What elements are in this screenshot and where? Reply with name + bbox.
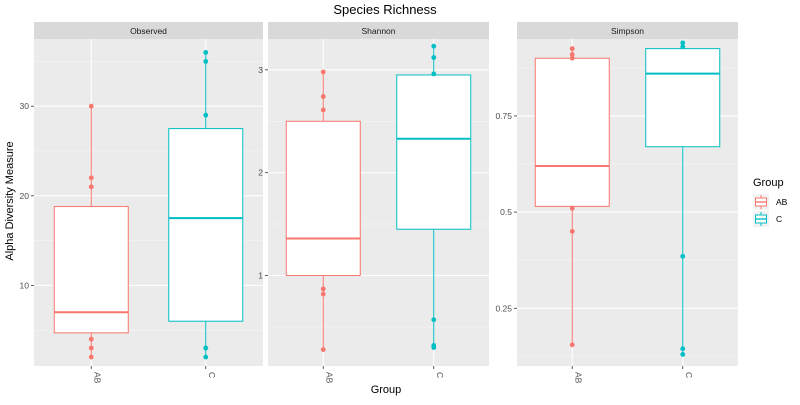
y-tick-label: 3 [258, 65, 263, 75]
y-tick-label: 0.5 [500, 207, 512, 217]
data-point [680, 346, 686, 352]
data-point [569, 205, 575, 211]
data-point [88, 354, 94, 360]
data-point [203, 50, 209, 55]
x-tick-label: AB [573, 372, 583, 384]
chart-title: Species Richness [333, 2, 437, 17]
data-point [569, 46, 575, 52]
y-tick-label: 0.25 [495, 303, 512, 313]
x-tick-label: AB [92, 372, 102, 384]
data-point [320, 94, 326, 99]
data-point [320, 291, 326, 297]
y-axis-label: Alpha Diversity Measure [4, 141, 16, 260]
data-point [320, 69, 326, 75]
legend-title: Group [753, 177, 784, 189]
data-point [88, 336, 94, 342]
data-point [431, 55, 437, 60]
box-body [396, 74, 472, 230]
facet-shannon: Shannon 1 2 3 AB C [258, 22, 489, 384]
legend-entries: AB C [753, 194, 788, 227]
data-point [431, 345, 437, 350]
data-point [88, 184, 94, 190]
data-point [569, 55, 575, 61]
data-point [88, 103, 94, 109]
facet-strip [34, 22, 263, 39]
facet-strip-label: Simpson [611, 26, 644, 36]
box-ab [534, 46, 610, 348]
x-tick-label: C [435, 372, 445, 378]
y-tick-label: 30 [20, 101, 30, 111]
y-tick-label: 0.75 [495, 111, 512, 121]
facet-strip-label: Shannon [361, 26, 395, 36]
y-tick-label: 1 [258, 271, 263, 281]
data-point [88, 175, 94, 181]
legend-entry-ab: AB [753, 194, 788, 210]
facet-strip [517, 22, 738, 39]
data-point [569, 228, 575, 234]
y-tick-label: 10 [20, 280, 30, 290]
facet-strip [268, 22, 489, 39]
data-point [680, 40, 686, 46]
data-point [320, 347, 326, 352]
data-point [680, 253, 686, 259]
box-body [645, 48, 721, 148]
legend-label: AB [776, 197, 788, 207]
box-c [168, 50, 244, 360]
box-body [534, 57, 610, 207]
box-body [285, 120, 361, 277]
box-ab [53, 103, 129, 360]
facets: Observed 10 20 30 AB C Shannon 1 2 3 AB C Simpson 0.2… [20, 22, 738, 384]
box-c [645, 40, 721, 357]
x-tick-label: C [207, 372, 217, 378]
data-point [431, 71, 437, 77]
data-point [203, 112, 209, 118]
data-point [88, 345, 94, 351]
y-tick-label: 20 [20, 191, 30, 201]
box-ab [285, 69, 361, 352]
box-c [396, 43, 472, 350]
facet-observed: Observed 10 20 30 AB C [20, 22, 263, 384]
data-point [203, 345, 209, 351]
data-point [431, 317, 437, 323]
x-tick-label: C [684, 372, 694, 378]
data-point [320, 107, 326, 113]
box-body [168, 128, 244, 322]
data-point [431, 43, 437, 49]
data-point [569, 51, 575, 57]
data-point [203, 354, 209, 360]
data-point [680, 352, 686, 357]
x-tick-label: AB [324, 372, 334, 384]
facet-strip-label: Observed [130, 26, 167, 36]
data-point [320, 286, 326, 292]
legend-label: C [776, 214, 782, 224]
facet-simpson: Simpson 0.25 0.5 0.75 AB C [495, 22, 738, 384]
data-point [569, 342, 575, 348]
x-axis-label: Group [371, 384, 402, 396]
data-point [680, 44, 686, 50]
legend-entry-c: C [753, 211, 782, 227]
box-body [53, 206, 129, 334]
legend: Group AB C [753, 177, 788, 227]
data-point [203, 58, 209, 64]
y-tick-label: 2 [258, 168, 263, 178]
